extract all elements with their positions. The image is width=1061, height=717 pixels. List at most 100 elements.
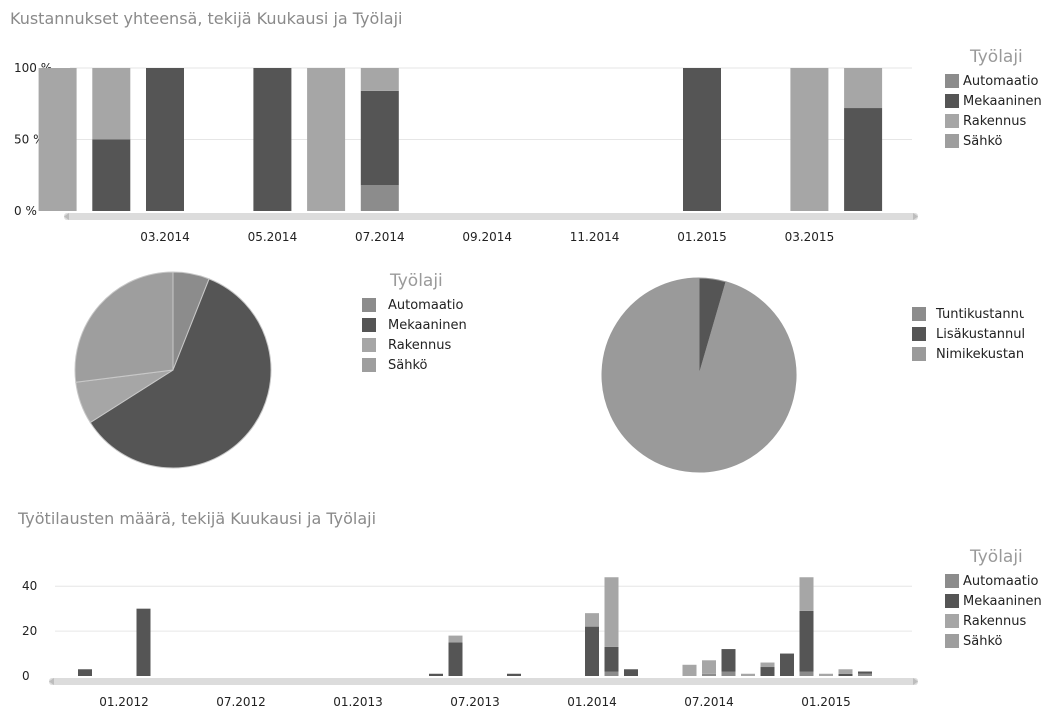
x-tick-label: 07.2014 [684, 695, 734, 709]
x-scrollbar [49, 678, 918, 685]
legend-swatch [362, 298, 376, 312]
legend-label: Lisäkustannukset [936, 326, 1024, 342]
y-tick-label: 20 [22, 624, 37, 638]
legend-swatch [945, 94, 959, 108]
x-tick-label: 09.2014 [462, 230, 512, 244]
legend-item-automaatio[interactable]: Automaatio [362, 295, 492, 315]
bar-segment [448, 635, 463, 643]
legend-item-sahko[interactable]: Sähkö [362, 355, 492, 375]
x-tick-label: 03.2015 [785, 230, 835, 244]
x-tick-label: 11.2014 [570, 230, 620, 244]
legend-item-mekaaninen[interactable]: Mekaaninen [945, 591, 1061, 611]
bar-segment [429, 673, 443, 676]
legend-swatch [362, 338, 376, 352]
bar-segment [307, 68, 346, 211]
scroll-left-arrow [49, 678, 54, 685]
legend-swatch [912, 347, 926, 361]
bar-segment [799, 671, 814, 676]
bar-segment [819, 673, 833, 676]
legend-label: Mekaaninen [963, 593, 1042, 609]
bar-segment [360, 68, 399, 91]
bar-segment [360, 185, 399, 211]
legend-label: Mekaaninen [388, 317, 467, 333]
x-tick-label: 05.2014 [248, 230, 298, 244]
legend-pie1-title: Työlaji [390, 271, 443, 291]
scroll-right-arrow [913, 678, 918, 685]
legend-item-automaatio[interactable]: Automaatio [945, 571, 1061, 591]
bar-segment [624, 669, 638, 676]
x-tick-label: 01.2013 [333, 695, 383, 709]
x-tick-label: 01.2012 [99, 695, 149, 709]
bar-segment [136, 608, 151, 676]
legend-item-nimikekustannukset[interactable]: Nimikekustannukset [912, 344, 1024, 364]
bar-segment [799, 577, 814, 611]
bar-segment [360, 90, 399, 186]
y-tick-label: 0 [22, 669, 30, 683]
bar-segment [858, 673, 872, 676]
bar-segment [253, 68, 292, 211]
legend-top-title: Työlaji [970, 47, 1023, 67]
bar-segment [604, 646, 619, 672]
legend-item-lisakustannukset[interactable]: Lisäkustannukset [912, 324, 1024, 344]
pie-slice [89, 278, 272, 469]
legend-swatch [362, 318, 376, 332]
bar-segment [92, 139, 131, 211]
legend-item-automaatio[interactable]: Automaatio [945, 71, 1061, 91]
bar-segment [760, 667, 775, 676]
bar-segment [844, 108, 883, 211]
bar-segment [780, 653, 794, 676]
legend-item-sahko[interactable]: Sähkö [945, 631, 1061, 651]
x-tick-label: 01.2015 [677, 230, 727, 244]
bar-segment [799, 610, 814, 672]
legend-label: Automaatio [963, 73, 1039, 89]
legend-swatch [945, 634, 959, 648]
pie-slice [601, 277, 797, 473]
x-tick-label: 07.2013 [450, 695, 500, 709]
legend-item-rakennus[interactable]: Rakennus [945, 111, 1061, 131]
bar-segment [790, 68, 829, 211]
legend-swatch [945, 74, 959, 88]
legend-pie2: Tuntikustannukset Lisäkustannukset Nimik… [912, 304, 1024, 364]
legend-item-rakennus[interactable]: Rakennus [945, 611, 1061, 631]
y-tick-label: 0 % [14, 204, 37, 218]
legend-label: Nimikekustannukset [936, 346, 1024, 362]
bar-segment [448, 642, 463, 676]
bar-segment [721, 671, 736, 676]
legend-top: Työlaji Automaatio Mekaaninen Rakennus S… [945, 47, 1061, 151]
scroll-right-arrow [913, 213, 918, 220]
legend-swatch [945, 114, 959, 128]
legend-pie1: Työlaji Automaatio Mekaaninen Rakennus S… [362, 271, 492, 375]
legend-item-sahko[interactable]: Sähkö [945, 131, 1061, 151]
legend-swatch [945, 134, 959, 148]
x-scrollbar [64, 213, 918, 220]
legend-item-mekaaninen[interactable]: Mekaaninen [945, 91, 1061, 111]
bar-segment [604, 671, 619, 676]
legend-label: Sähkö [388, 357, 428, 373]
bar-segment [92, 68, 131, 140]
legend-item-rakennus[interactable]: Rakennus [362, 335, 492, 355]
legend-item-mekaaninen[interactable]: Mekaaninen [362, 315, 492, 335]
legend-swatch [945, 594, 959, 608]
legend-swatch [362, 358, 376, 372]
pie-slice [74, 271, 174, 383]
legend-swatch [945, 574, 959, 588]
bar-segment [741, 673, 755, 676]
legend-swatch [912, 307, 926, 321]
bar-segment [760, 662, 775, 668]
x-tick-label: 03.2014 [140, 230, 190, 244]
bar-segment [721, 649, 736, 672]
bar-segment [844, 68, 883, 109]
legend-item-tuntikustannukset[interactable]: Tuntikustannukset [912, 304, 1024, 324]
x-tick-label: 01.2014 [567, 695, 617, 709]
x-tick-label: 07.2014 [355, 230, 405, 244]
legend-label: Automaatio [963, 573, 1039, 589]
legend-swatch [945, 614, 959, 628]
legend-label: Sähkö [963, 133, 1003, 149]
scroll-left-arrow [64, 213, 69, 220]
bar-segment [838, 673, 853, 676]
y-tick-label: 50 % [14, 133, 45, 147]
bar-segment [585, 613, 599, 627]
